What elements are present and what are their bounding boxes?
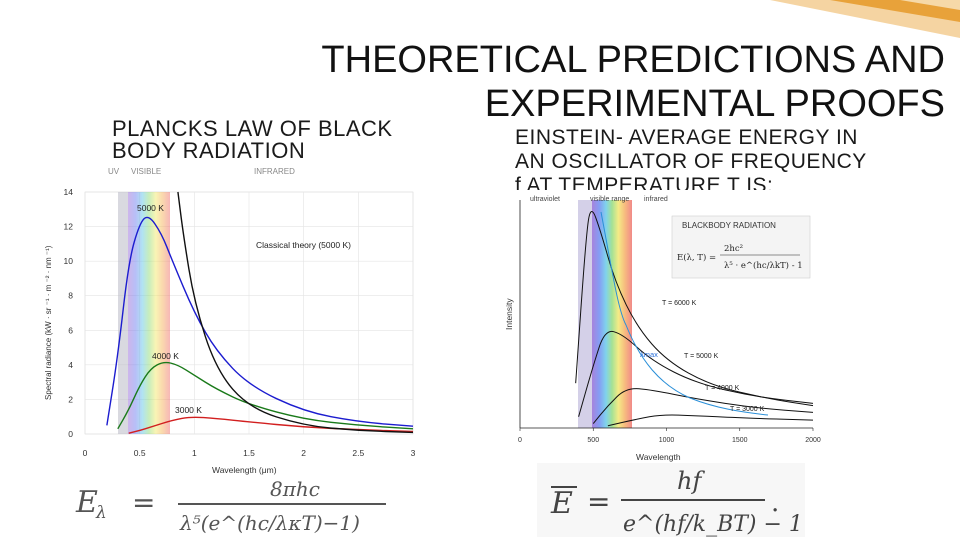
visible-region <box>592 200 632 428</box>
right-chart-x-ticks: 0 500 1000 1500 2000 <box>518 428 821 444</box>
band-visible-label: VISIBLE <box>131 167 161 176</box>
blackbody-intensity-chart: ultraviolet visible range infrared λmax … <box>500 190 825 465</box>
lambda-max-label: λmax <box>640 350 658 359</box>
slide-title-line2: EXPERIMENTAL PROOFS <box>484 83 945 125</box>
planck-formula-lhs: E <box>75 485 98 520</box>
left-chart-curves <box>106 191 414 434</box>
right-chart-y-axis-label: Intensity <box>504 298 514 330</box>
blackbody-box-title: BLACKBODY RADIATION <box>682 221 776 230</box>
right-chart-x-tick: 0 <box>518 437 522 444</box>
right-curve-t-4000-k <box>592 388 814 424</box>
left-chart-y-ticks: 0 2 4 6 8 10 12 14 <box>64 187 74 439</box>
left-chart-y-tick: 2 <box>68 394 73 404</box>
einstein-formula-equals: = <box>587 485 610 518</box>
t4000-label: T = 4000 K <box>705 385 740 392</box>
left-chart-x-tick: 2.5 <box>352 448 364 458</box>
planck-formula-lhs-sub: λ <box>95 503 107 523</box>
left-curve-3000-k <box>128 416 414 434</box>
uv-region <box>578 200 592 428</box>
right-heading-line1: EINSTEIN- AVERAGE ENERGY IN <box>515 126 858 149</box>
wien-displacement-curve <box>600 211 769 416</box>
einstein-formula-lhs: E <box>550 486 573 521</box>
right-curve-t-3000-k <box>607 414 814 427</box>
left-chart-y-tick: 14 <box>64 187 74 197</box>
left-chart-y-tick: 12 <box>64 222 74 232</box>
left-heading: PLANCKS LAW OF BLACK BODY RADIATION <box>112 118 393 162</box>
right-chart-x-tick: 1000 <box>659 437 675 444</box>
einstein-formula-numerator: hf <box>677 467 705 495</box>
band-infrared-label-right: infrared <box>644 196 668 203</box>
band-uv-label: UV <box>108 167 120 176</box>
box-formula-denominator: λ⁵ · e^(hc/λkT) - 1 <box>724 260 803 271</box>
left-curve-classical-theory-5000-k- <box>177 191 414 434</box>
planck-formula-denominator: λ⁵(e^(hc/λκT)−1) <box>179 511 360 535</box>
einstein-formula-denominator: e^(hf/k_BT) − 1 <box>623 512 803 537</box>
left-chart-y-tick: 8 <box>68 291 73 301</box>
left-heading-line1: PLANCKS LAW OF BLACK <box>112 116 393 141</box>
t6000-label: T = 6000 K <box>662 300 697 307</box>
right-chart-x-axis-label: Wavelength <box>636 452 681 462</box>
left-chart-x-tick: 2 <box>301 448 306 458</box>
t3000-label: T = 3000 K <box>730 406 765 413</box>
right-heading: EINSTEIN- AVERAGE ENERGY IN AN OSCILLATO… <box>515 126 867 198</box>
curve-label-5000k: 5000 K <box>137 203 164 213</box>
right-chart-x-tick: 1500 <box>732 437 748 444</box>
planck-formula-numerator: 8πhc <box>270 477 320 501</box>
band-infrared-label: INFRARED <box>254 167 295 176</box>
t5000-label: T = 5000 K <box>684 353 719 360</box>
left-chart-y-tick: 10 <box>64 256 74 266</box>
right-chart-x-tick: 500 <box>587 437 599 444</box>
curve-label-4000k: 4000 K <box>152 351 179 361</box>
box-formula-lhs: E(λ, T) = <box>677 252 716 263</box>
einstein-average-energy-formula: E = hf e^(hf/k_BT) − 1 . <box>537 463 805 537</box>
right-curve-t-5000-k <box>578 330 814 417</box>
right-curve-t-6000-k <box>575 211 814 407</box>
curve-label-3000k: 3000 K <box>175 405 202 415</box>
left-chart-x-axis-label: Wavelength (μm) <box>212 465 277 475</box>
left-chart-y-tick: 4 <box>68 360 73 370</box>
slide-title-line1: THEORETICAL PREDICTIONS AND <box>321 39 945 81</box>
band-visible-range-label: visible range <box>590 196 629 203</box>
visible-band <box>128 192 170 434</box>
planck-law-formula: E λ = 8πhc λ⁵(e^(hc/λκT)−1) <box>75 477 386 535</box>
left-chart-y-tick: 0 <box>68 429 73 439</box>
blackbody-formula-box: BLACKBODY RADIATION E(λ, T) = 2hc² λ⁵ · … <box>671 215 811 279</box>
right-chart-curves <box>575 211 814 427</box>
left-chart-x-ticks: 0 0.5 1 1.5 2 2.5 3 <box>83 448 416 458</box>
left-chart-x-tick: 1 <box>192 448 197 458</box>
band-ultraviolet-label: ultraviolet <box>530 196 560 203</box>
slide-title: THEORETICAL PREDICTIONS AND EXPERIMENTAL… <box>270 38 945 126</box>
left-chart-y-tick: 6 <box>68 325 73 335</box>
left-chart-x-tick: 0.5 <box>134 448 146 458</box>
planck-formula-equals: = <box>132 486 155 519</box>
einstein-formula-period: . <box>771 488 779 518</box>
right-heading-line2: AN OSCILLATOR OF FREQUENCY <box>515 150 867 173</box>
left-chart-y-axis-label: Spectral radiance (kW · sr ⁻¹ · m ⁻² · n… <box>44 245 53 400</box>
left-curve-5000-k <box>106 216 414 427</box>
left-heading-line2: BODY RADIATION <box>112 138 306 163</box>
right-chart-x-tick: 2000 <box>805 437 821 444</box>
box-formula-numerator: 2hc² <box>724 244 743 254</box>
planck-spectral-radiance-chart: UV VISIBLE INFRARED 0 0.5 1 1.5 2 2.5 3 0 2 4 6 8 1… <box>40 160 425 480</box>
left-chart-x-tick: 1.5 <box>243 448 255 458</box>
left-curve-4000-k <box>117 361 414 430</box>
left-chart-x-tick: 0 <box>83 448 88 458</box>
left-chart-x-tick: 3 <box>411 448 416 458</box>
curve-label-classical: Classical theory (5000 K) <box>256 240 351 250</box>
corner-accent-decoration <box>770 0 960 38</box>
